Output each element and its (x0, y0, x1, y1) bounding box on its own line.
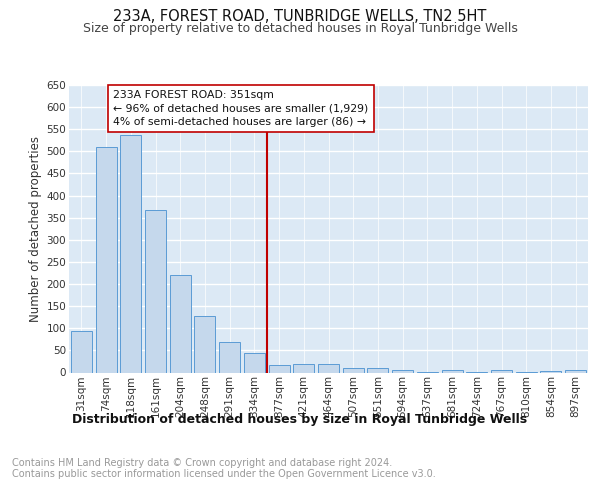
Bar (95, 147, 116, 372)
Text: Size of property relative to detached houses in Royal Tunbridge Wells: Size of property relative to detached ho… (83, 22, 517, 35)
Bar (293, 364, 314, 372)
Text: Contains HM Land Registry data © Crown copyright and database right 2024.
Contai: Contains HM Land Registry data © Crown c… (12, 458, 436, 479)
Bar (367, 368, 388, 372)
Bar (318, 364, 339, 372)
Bar (194, 316, 215, 372)
Bar (491, 370, 512, 372)
Bar (541, 370, 562, 372)
Bar (269, 365, 290, 372)
Text: Distribution of detached houses by size in Royal Tunbridge Wells: Distribution of detached houses by size … (73, 412, 527, 426)
Bar (145, 210, 166, 372)
Bar (244, 354, 265, 372)
Bar (219, 342, 240, 372)
Bar (71, 332, 92, 372)
Bar (442, 370, 463, 372)
Text: 233A, FOREST ROAD, TUNBRIDGE WELLS, TN2 5HT: 233A, FOREST ROAD, TUNBRIDGE WELLS, TN2 … (113, 9, 487, 24)
Bar (170, 275, 191, 372)
Y-axis label: Number of detached properties: Number of detached properties (29, 136, 43, 322)
Bar (565, 370, 586, 372)
Bar (392, 370, 413, 372)
Bar (343, 368, 364, 372)
Text: 233A FOREST ROAD: 351sqm
← 96% of detached houses are smaller (1,929)
4% of semi: 233A FOREST ROAD: 351sqm ← 96% of detach… (113, 90, 369, 126)
Bar (120, 135, 141, 372)
